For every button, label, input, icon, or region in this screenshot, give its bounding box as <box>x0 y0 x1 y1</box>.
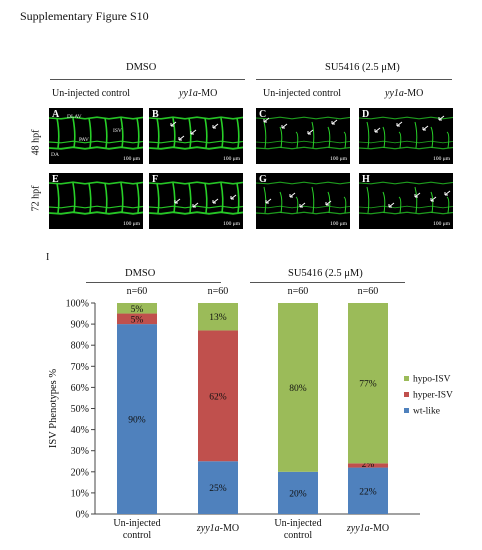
scale-bar-label: 100 μm <box>330 221 347 227</box>
micrograph-panel: C 100 μm <box>256 108 350 164</box>
vessel-label-pav: PAV <box>79 137 89 143</box>
group-header-dmso: DMSO <box>126 62 157 73</box>
chart-group-header-dmso: DMSO <box>125 268 156 279</box>
bar-segment-wt-like <box>198 461 238 514</box>
scale-bar-label: 100 μm <box>123 221 140 227</box>
n-label: n=60 <box>288 286 309 297</box>
legend-label-wt-like: wt-like <box>413 407 440 417</box>
bar-segment-hyper-ISV <box>117 313 157 325</box>
legend-swatch-hypo-ISV <box>404 376 409 381</box>
y-tick-label: 70% <box>71 362 89 373</box>
x-category-label: zyy1a-MO <box>196 523 239 534</box>
micrograph-panel: G 100 μm <box>256 173 350 229</box>
column-header-yy1a-mo-su5416: yy1a-MO <box>385 88 424 99</box>
x-category-label-line1: Un-injected <box>113 518 160 529</box>
scale-bar-label: 100 μm <box>123 156 140 162</box>
panel-letter: B <box>152 109 159 120</box>
bar-segment-hypo-ISV <box>198 303 238 331</box>
data-label-hyper-ISV: 62% <box>209 392 227 402</box>
panel-letter: A <box>52 109 60 120</box>
micrograph-panel: A 100 μm DLAV ISV PAV DA <box>49 108 143 164</box>
data-label-wt-like: 20% <box>289 489 307 499</box>
legend-swatch-wt-like <box>404 408 409 413</box>
y-tick-label: 100% <box>66 299 89 310</box>
x-category-label-line2: control <box>284 530 313 541</box>
panel-letter: C <box>259 109 267 120</box>
data-label-hyper-ISV: 2% <box>362 460 375 470</box>
n-label: n=60 <box>127 286 148 297</box>
y-tick-label: 50% <box>71 404 89 415</box>
bar-segment-hyper-ISV <box>198 330 238 462</box>
scale-bar-label: 100 μm <box>330 156 347 162</box>
vessel-label-dlav: DLAV <box>67 114 82 120</box>
data-label-wt-like: 25% <box>209 484 227 494</box>
x-category-label-line1: Un-injected <box>274 518 321 529</box>
group-rule-dmso <box>50 79 245 80</box>
chart-group-header-su5416: SU5416 (2.5 μM) <box>288 268 363 279</box>
bar-segment-hypo-ISV <box>278 303 318 472</box>
micrograph-panel: D 100 μm <box>359 108 453 164</box>
y-tick-label: 90% <box>71 320 89 331</box>
panel-letter: F <box>152 174 159 185</box>
y-tick-label: 40% <box>71 425 89 436</box>
scale-bar-label: 100 μm <box>433 156 450 162</box>
y-tick-label: 10% <box>71 488 89 499</box>
scale-bar-label: 100 μm <box>223 156 240 162</box>
micrograph-panel: E 100 μm <box>49 173 143 229</box>
x-category-label-line2: control <box>123 530 152 541</box>
scale-bar-label: 100 μm <box>433 221 450 227</box>
panel-letter: D <box>362 109 370 120</box>
bar-segment-wt-like <box>278 471 318 514</box>
chart-panel-letter: I <box>46 252 50 263</box>
scale-bar-label: 100 μm <box>223 221 240 227</box>
figure-title: Supplementary Figure S10 <box>20 9 149 23</box>
data-label-hypo-ISV: 80% <box>289 384 307 394</box>
data-label-hypo-ISV: 77% <box>359 380 377 390</box>
micrograph-panel: H 100 μm <box>359 173 453 229</box>
group-header-su5416: SU5416 (2.5 μM) <box>325 62 400 73</box>
legend-label-hyper-ISV: hyper-ISV <box>413 391 453 401</box>
bar-segment-hypo-ISV <box>348 303 388 464</box>
bar-segment-hypo-ISV <box>117 303 157 314</box>
chart-group-rule-dmso <box>86 282 221 283</box>
y-tick-label: 80% <box>71 341 89 352</box>
data-label-hyper-ISV: 5% <box>131 315 144 325</box>
bar-segment-wt-like <box>348 467 388 514</box>
group-rule-su5416 <box>256 79 452 80</box>
y-tick-label: 0% <box>76 510 89 521</box>
data-label-wt-like: 90% <box>128 416 146 426</box>
panel-letter: G <box>259 174 267 185</box>
micrograph-panel: B 100 μm <box>149 108 243 164</box>
panel-letter: H <box>362 174 370 185</box>
data-label-hypo-ISV: 5% <box>131 305 144 315</box>
column-header-uninjected-dmso: Un-injected control <box>52 88 131 99</box>
y-tick-label: 20% <box>71 467 89 478</box>
chart-group-rule-su5416 <box>250 282 405 283</box>
n-label: n=60 <box>358 286 379 297</box>
n-label: n=60 <box>208 286 229 297</box>
legend-label-hypo-ISV: hypo-ISV <box>413 375 451 385</box>
y-axis-title: ISV Phenotypes % <box>48 369 59 448</box>
vessel-label-da: DA <box>51 152 59 158</box>
bar-segment-wt-like <box>117 324 157 514</box>
bar-segment-hyper-ISV <box>348 463 388 468</box>
column-header-uninjected-su5416: Un-injected control <box>263 88 342 99</box>
y-tick-label: 30% <box>71 446 89 457</box>
y-tick-label: 60% <box>71 383 89 394</box>
data-label-wt-like: 22% <box>359 487 377 497</box>
column-header-yy1a-mo-dmso: yy1a-MO <box>179 88 218 99</box>
micrograph-panel: F 100 μm <box>149 173 243 229</box>
legend-swatch-hyper-ISV <box>404 392 409 397</box>
vessel-label-isv: ISV <box>113 128 122 134</box>
data-label-hypo-ISV: 13% <box>209 313 227 323</box>
panel-letter: E <box>52 174 59 185</box>
x-category-label: zyy1a-MO <box>346 523 389 534</box>
